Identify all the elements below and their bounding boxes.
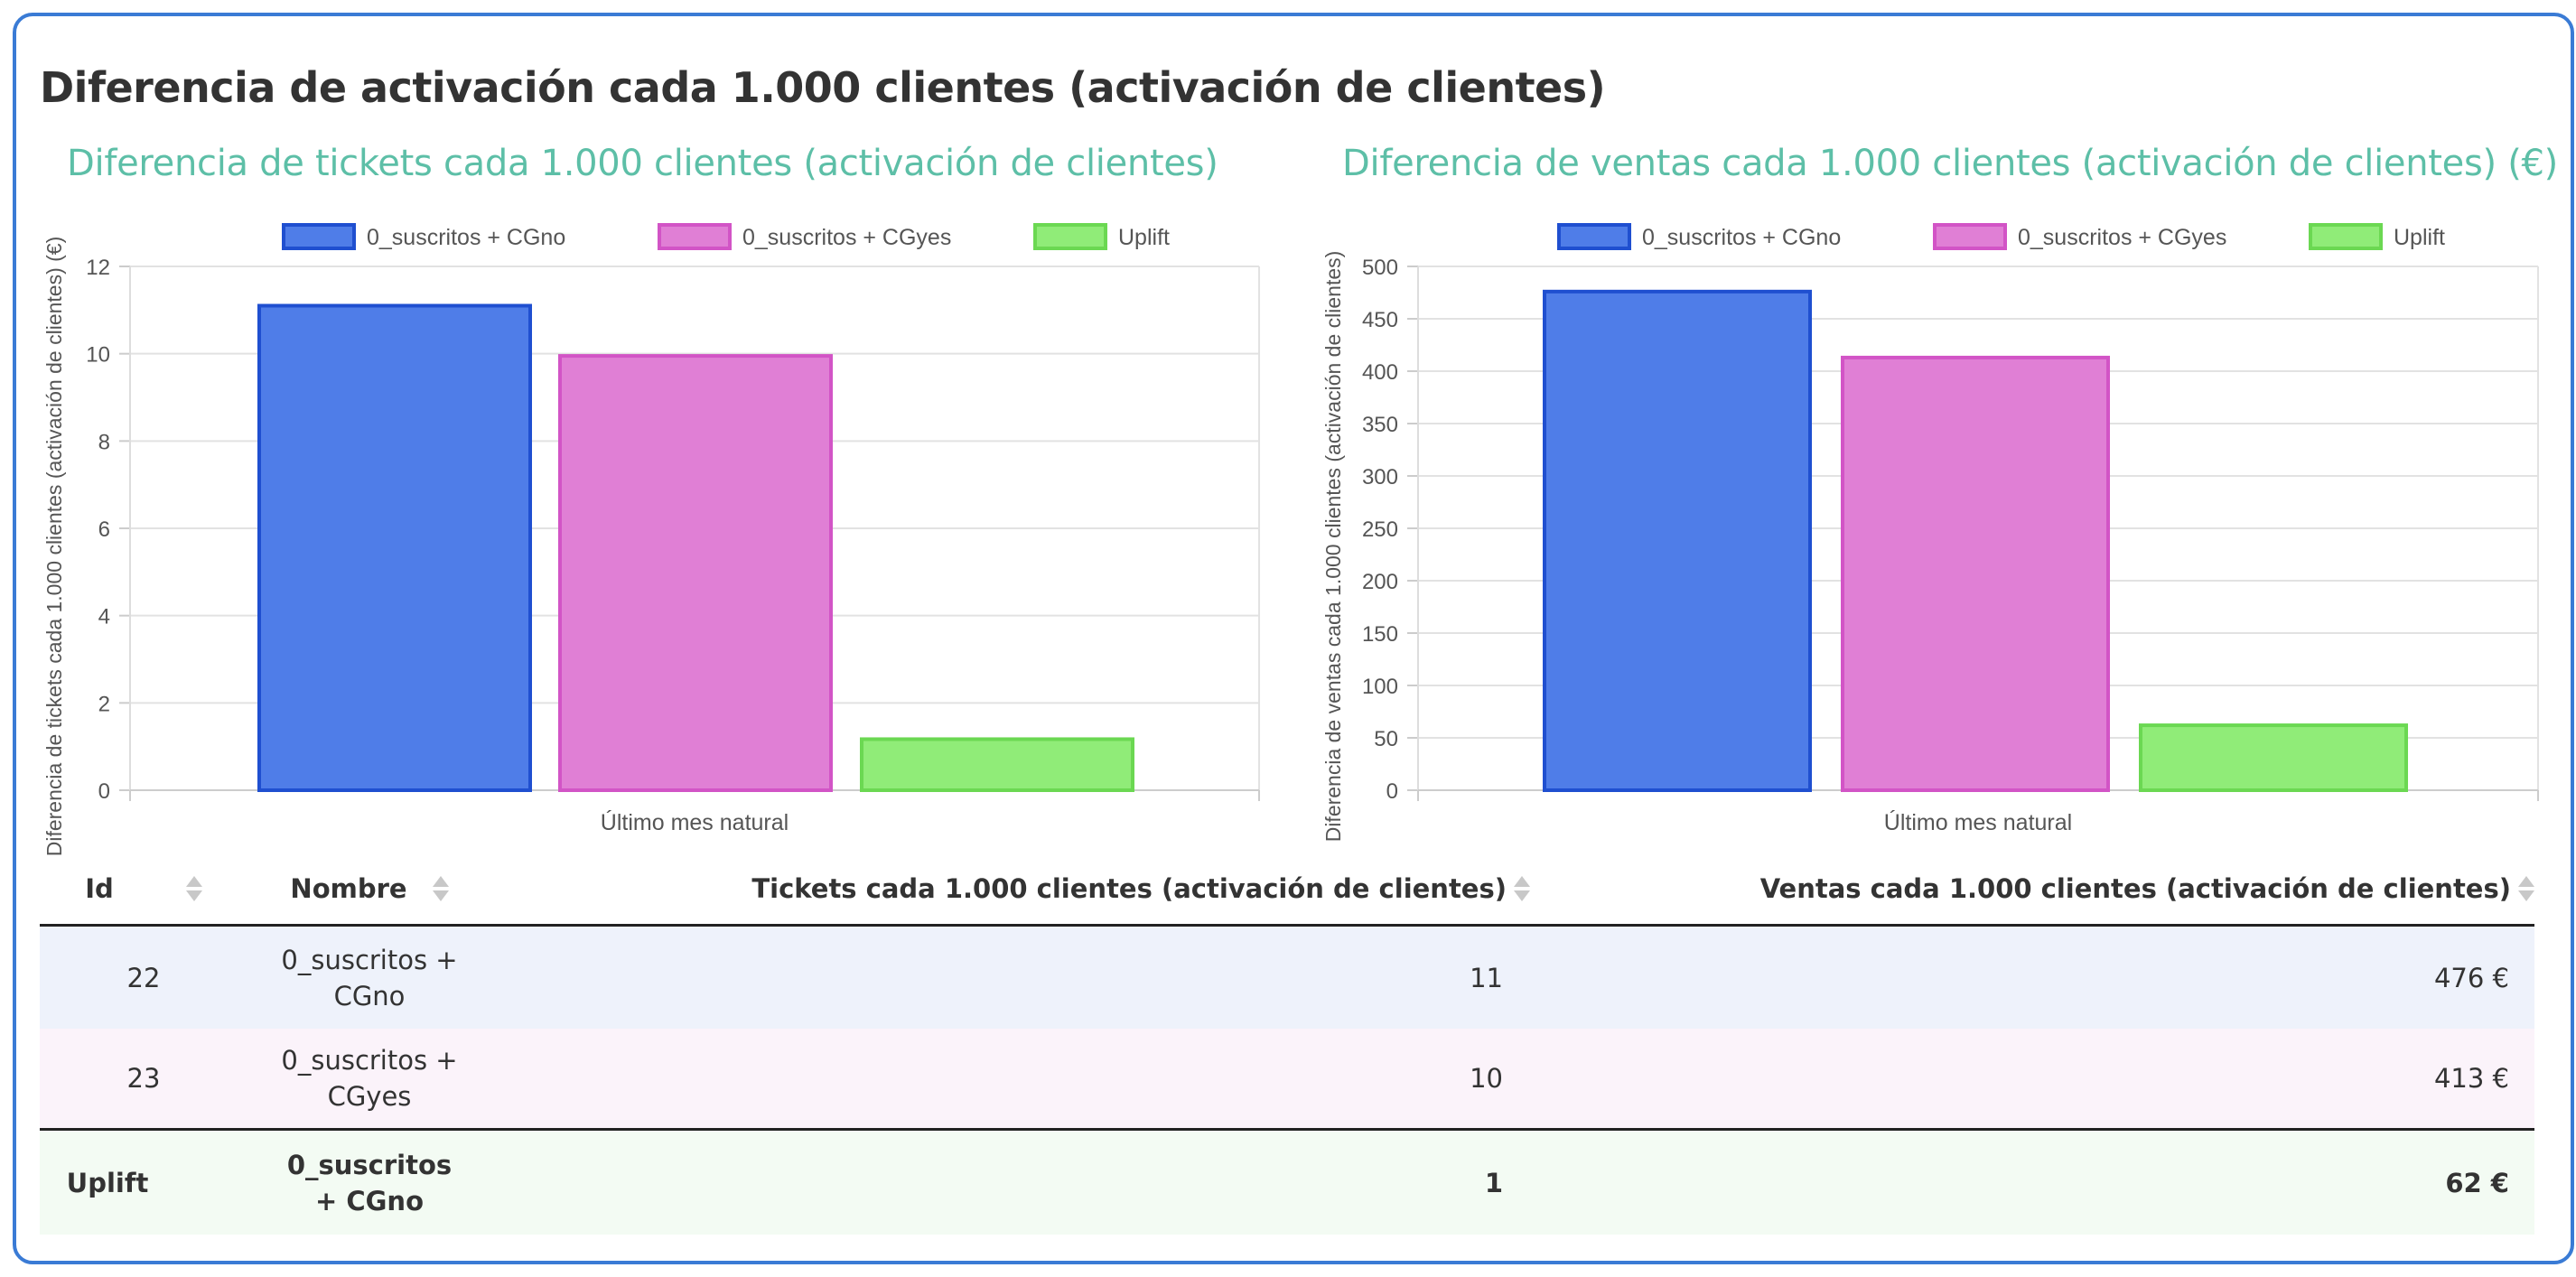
tickets-chart-title: Diferencia de tickets cada 1.000 cliente… (67, 143, 1218, 184)
legend-label: 0_suscritos + CGyes (742, 225, 951, 250)
y-tick-label: 250 (1362, 517, 1398, 542)
legend-swatch (282, 223, 356, 250)
y-tick-label: 0 (1386, 779, 1398, 804)
bar-uplift (860, 737, 1134, 793)
y-tick-label: 6 (98, 517, 110, 542)
y-tick-label: 150 (1362, 622, 1398, 647)
y-tick-label: 200 (1362, 570, 1398, 594)
y-tick-label: 350 (1362, 413, 1398, 437)
bar-0-suscritos-cgno (257, 303, 532, 792)
total-row[interactable]: Uplift 0_suscritos + CGno 1 62 € (40, 1131, 2534, 1235)
y-tick-label: 12 (86, 256, 110, 280)
legend-swatch (1933, 223, 2007, 250)
ventas-bar-chart: 0 50 100 150 200 250 300 350 400 450 500 Último mes… (1321, 223, 2539, 843)
row-tickets: 10 (1470, 1063, 1503, 1094)
legend-label: Uplift (2394, 225, 2445, 250)
sort-icon[interactable] (2518, 875, 2534, 902)
total-tickets: 1 (1484, 1167, 1503, 1198)
y-tick-label: 50 (1374, 727, 1398, 751)
name-header-label: Nombre (290, 873, 407, 904)
bar-uplift (2139, 723, 2408, 793)
row-name-line: CGyes (327, 1081, 412, 1112)
row-name: 0_suscritos + CGyes (247, 1029, 491, 1128)
y-tick-label: 8 (98, 430, 110, 454)
legend-label: 0_suscritos + CGno (1642, 225, 1841, 250)
sort-icon[interactable] (185, 875, 202, 902)
legend-swatch (1557, 223, 1631, 250)
y-tick-label: 300 (1362, 465, 1398, 489)
x-category-label: Último mes natural (1884, 809, 2072, 835)
y-tick-label: 400 (1362, 360, 1398, 385)
page-title: Diferencia de activación cada 1.000 clie… (40, 63, 1606, 112)
name-column-header[interactable]: Nombre (247, 851, 491, 927)
y-tick-label: 10 (86, 343, 110, 368)
tickets-column-header[interactable]: Tickets cada 1.000 clientes (activación … (491, 851, 1530, 927)
tickets-bar-chart: 0 2 4 6 8 10 12 Último mes natural Diferencia de… (42, 223, 1260, 856)
legend-swatch (2309, 223, 2383, 250)
table-header: Id Nombre Tickets cada 1.000 clientes (a… (40, 851, 2534, 927)
total-label: Uplift (66, 1167, 149, 1198)
ventas-chart-title: Diferencia de ventas cada 1.000 clientes… (1342, 143, 2558, 184)
total-ventas: 62 € (2445, 1167, 2509, 1198)
bar-0-suscritos-cgno (1543, 289, 1812, 792)
row-name-line: CGno (333, 980, 406, 1011)
total-name-line: + CGno (314, 1185, 425, 1216)
row-tickets: 11 (1470, 962, 1503, 993)
y-tick-label: 4 (98, 605, 110, 629)
y-tick-label: 100 (1362, 675, 1398, 699)
legend-swatch (1033, 223, 1107, 250)
legend-label: 0_suscritos + CGyes (2018, 225, 2226, 250)
row-name-line: 0_suscritos + (281, 1045, 458, 1076)
tickets-header-label: Tickets cada 1.000 clientes (activación … (751, 873, 1507, 904)
table-row[interactable]: 23 0_suscritos + CGyes 10 413 € (40, 1029, 2534, 1131)
legend-swatch (658, 223, 732, 250)
row-id: 22 (126, 962, 161, 993)
x-category-label: Último mes natural (601, 809, 789, 835)
ventas-column-header[interactable]: Ventas cada 1.000 clientes (activación d… (1530, 851, 2534, 927)
id-column-header[interactable]: Id (40, 851, 247, 927)
total-name: 0_suscritos + CGno (247, 1131, 491, 1235)
total-name-line: 0_suscritos (286, 1149, 453, 1180)
y-tick-label: 450 (1362, 308, 1398, 332)
legend-label: 0_suscritos + CGno (367, 225, 565, 250)
id-header-label: Id (85, 873, 114, 904)
row-name-line: 0_suscritos + (281, 944, 458, 975)
sort-icon[interactable] (432, 875, 449, 902)
row-ventas: 413 € (2433, 1063, 2509, 1094)
y-tick-label: 2 (98, 692, 110, 716)
row-id: 23 (126, 1063, 161, 1094)
y-tick-label: 500 (1362, 256, 1398, 280)
table-row[interactable]: 22 0_suscritos + CGno 11 476 € (40, 927, 2534, 1029)
sort-icon[interactable] (1514, 875, 1530, 902)
row-ventas: 476 € (2433, 962, 2509, 993)
results-table: Id Nombre Tickets cada 1.000 clientes (a… (40, 851, 2534, 1235)
y-axis-label: Diferencia de tickets cada 1.000 cliente… (42, 237, 66, 857)
y-tick-label: 0 (98, 779, 110, 804)
y-axis-label: Diferencia de ventas cada 1.000 clientes… (1321, 251, 1345, 843)
legend-label: Uplift (1118, 225, 1170, 250)
row-name: 0_suscritos + CGno (247, 927, 491, 1029)
bar-0-suscritos-cgyes (1841, 355, 2110, 792)
ventas-header-label: Ventas cada 1.000 clientes (activación d… (1759, 873, 2511, 904)
bar-0-suscritos-cgyes (558, 354, 833, 792)
